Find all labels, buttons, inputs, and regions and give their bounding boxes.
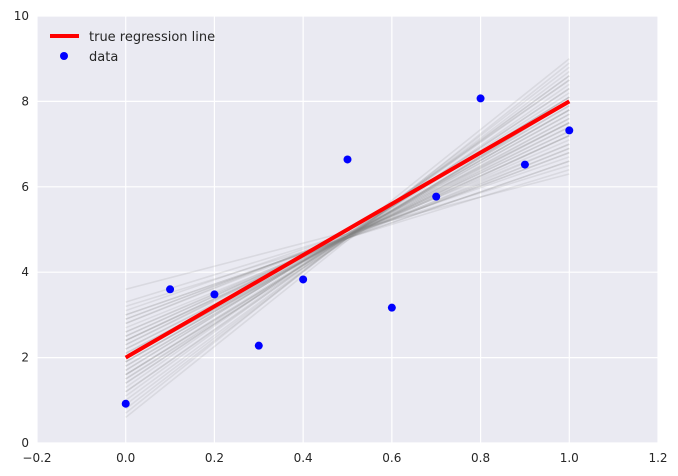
x-tick-label: 0.0 xyxy=(116,451,135,465)
posterior-line xyxy=(125,168,570,308)
y-tick-label: 8 xyxy=(21,94,29,108)
posterior-line xyxy=(125,109,570,363)
posterior-line xyxy=(125,70,570,406)
x-tick-label: 0.4 xyxy=(294,451,313,465)
posterior-line xyxy=(125,130,570,342)
posterior-line xyxy=(125,134,570,342)
y-tick-label: 10 xyxy=(14,9,29,23)
posterior-line xyxy=(125,62,570,419)
data-point xyxy=(254,341,263,350)
posterior-line xyxy=(125,164,570,303)
posterior-line xyxy=(125,83,570,393)
posterior-line xyxy=(125,143,570,325)
data-point xyxy=(476,94,485,103)
legend-label-data: data xyxy=(89,50,118,65)
posterior-line xyxy=(125,126,570,346)
posterior-line xyxy=(125,151,570,320)
data-point xyxy=(520,160,529,169)
y-tick-label: 4 xyxy=(21,265,29,279)
data-points xyxy=(121,94,574,408)
x-tick-labels: −0.2 0.0 0.2 0.4 0.6 0.8 1.0 1.2 xyxy=(22,451,667,465)
x-tick-label: −0.2 xyxy=(22,451,51,465)
posterior-line xyxy=(125,92,570,380)
posterior-line xyxy=(125,139,570,333)
posterior-line xyxy=(125,104,570,367)
posterior-line xyxy=(125,160,570,316)
true-regression-line xyxy=(124,99,571,360)
y-tick-label: 6 xyxy=(21,180,29,194)
data-point xyxy=(210,290,219,299)
posterior-line xyxy=(125,104,570,367)
y-tick-label: 2 xyxy=(21,351,29,365)
posterior-line xyxy=(125,79,570,393)
legend-marker-data xyxy=(60,52,68,60)
posterior-line xyxy=(125,126,570,350)
true-regression-line-group xyxy=(124,99,571,360)
x-tick-label: 0.2 xyxy=(205,451,224,465)
y-tick-label: 0 xyxy=(21,436,29,450)
posterior-line xyxy=(125,100,570,376)
posterior-line xyxy=(125,100,570,380)
data-point xyxy=(343,155,352,164)
posterior-line xyxy=(125,87,570,384)
posterior-line xyxy=(125,66,570,410)
data-point xyxy=(121,399,130,408)
x-tick-label: 1.2 xyxy=(648,451,667,465)
posterior-line xyxy=(125,75,570,397)
posterior-line xyxy=(125,109,570,363)
posterior-line xyxy=(125,79,570,389)
posterior-line xyxy=(125,160,570,316)
data-point xyxy=(565,126,574,135)
data-point xyxy=(166,285,175,294)
data-point xyxy=(299,275,308,284)
x-tick-label: 1.0 xyxy=(560,451,579,465)
legend-label-true-regression-line: true regression line xyxy=(89,30,215,45)
posterior-line xyxy=(125,75,570,401)
posterior-line xyxy=(125,143,570,333)
data-point xyxy=(387,303,396,312)
posterior-line xyxy=(125,58,570,414)
posterior-line xyxy=(125,156,570,312)
posterior-line xyxy=(125,100,570,376)
posterior-line xyxy=(125,151,570,320)
data-point xyxy=(432,192,441,201)
posterior-line xyxy=(125,147,570,325)
posterior-line xyxy=(125,87,570,384)
posterior-line xyxy=(125,134,570,337)
posterior-line xyxy=(125,122,570,350)
posterior-line xyxy=(125,130,570,342)
posterior-line xyxy=(125,117,570,359)
posterior-lines xyxy=(125,58,570,419)
y-tick-labels: 0 2 4 6 8 10 xyxy=(14,9,29,450)
posterior-line xyxy=(125,122,570,346)
posterior-line xyxy=(125,109,570,363)
posterior-line xyxy=(125,147,570,329)
x-tick-label: 0.6 xyxy=(382,451,401,465)
grid-lines xyxy=(36,15,659,444)
legend: true regression line data xyxy=(50,30,215,65)
posterior-line xyxy=(125,134,570,337)
x-tick-label: 0.8 xyxy=(471,451,490,465)
